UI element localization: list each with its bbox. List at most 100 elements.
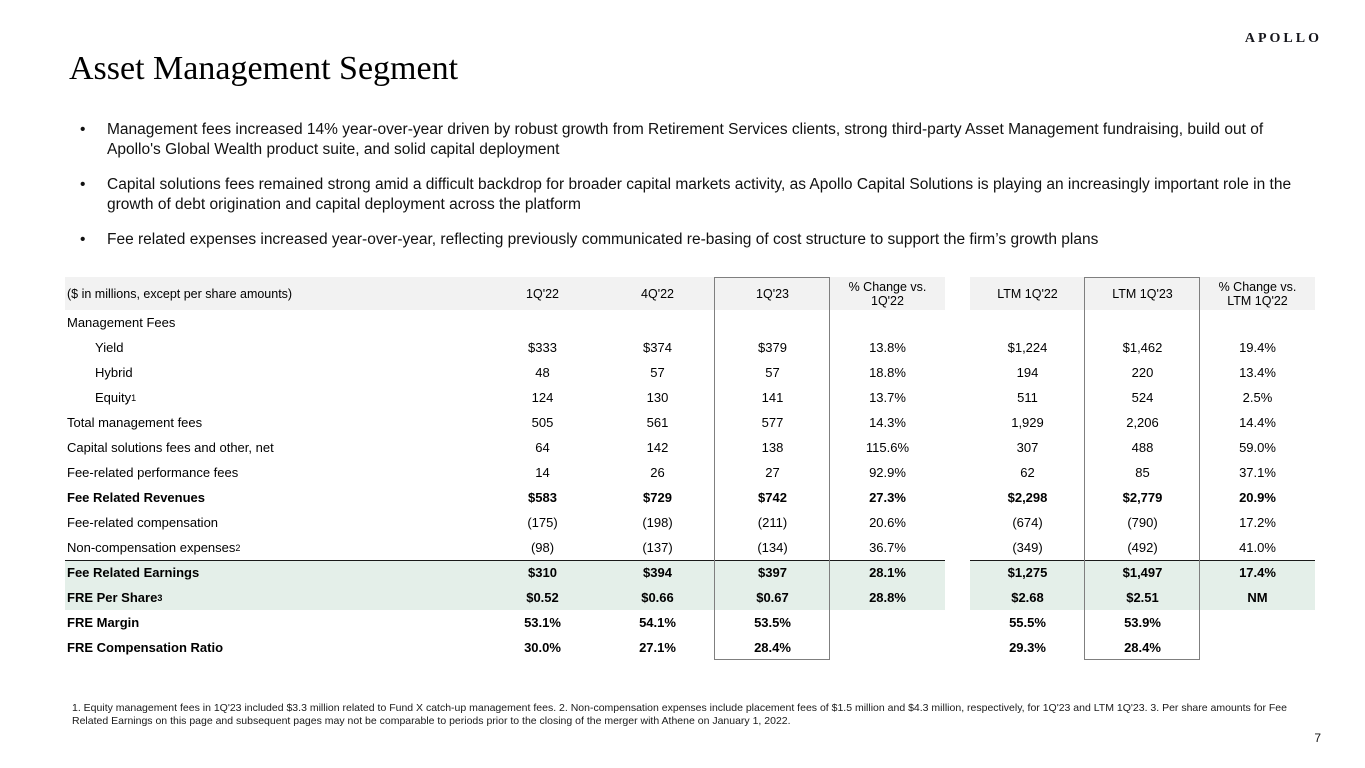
row-value: (492) [1127, 539, 1158, 555]
row-value: 48 [535, 364, 550, 380]
row-label: FRE Compensation Ratio [67, 639, 224, 655]
row-value: 28.8% [830, 585, 945, 610]
company-logo: APOLLO [1244, 31, 1322, 46]
row-value: $2,779 [1122, 489, 1163, 505]
row-value: $583 [528, 489, 557, 505]
table-row: Fee-related compensation (175) (198) (211) 2… [65, 510, 1315, 535]
row-value: $2.68 [970, 585, 1085, 610]
row-value: 505 [531, 414, 554, 430]
row-value: 55.5% [1009, 614, 1046, 630]
row-value: $2.51 [1085, 585, 1200, 610]
row-value: $333 [528, 339, 557, 355]
row-value: 59.0% [1239, 439, 1276, 455]
column-gap [945, 310, 970, 335]
table-row: FRE Compensation Ratio 30.0% 27.1% 28.4% 29.… [65, 635, 1315, 660]
column-gap [945, 635, 970, 660]
row-value: 14.3% [869, 414, 906, 430]
table-row: Capital solutions fees and other, net 64 1… [65, 435, 1315, 460]
row-value: $0.67 [715, 585, 830, 610]
row-value: $1,224 [1007, 339, 1048, 355]
row-label: Yield [95, 339, 124, 355]
page-title: Asset Management Segment [69, 50, 459, 87]
table-row: Non-compensation expenses 2 (98) (137) (134)… [65, 535, 1315, 560]
row-value [830, 610, 945, 635]
row-value: 19.4% [1239, 339, 1276, 355]
row-value [715, 310, 830, 335]
row-value: 85 [1135, 464, 1150, 480]
row-value: 130 [646, 389, 669, 405]
bullet-item: Fee related expenses increased year-over… [78, 230, 1303, 250]
row-value: 28.4% [754, 639, 791, 655]
row-value: $742 [758, 489, 787, 505]
table-row: Equity 1 124 130 141 13.7% 511 524 2.5% [65, 385, 1315, 410]
row-value: $397 [715, 560, 830, 585]
row-value: 141 [761, 389, 784, 405]
page-number: 7 [1314, 731, 1321, 745]
row-value: $729 [643, 489, 672, 505]
row-value [1200, 310, 1315, 335]
row-value [1200, 635, 1315, 660]
row-value: 20.6% [869, 514, 906, 530]
row-value: 26 [650, 464, 665, 480]
column-gap [945, 610, 970, 635]
row-value: 53.9% [1124, 614, 1161, 630]
column-gap [945, 385, 970, 410]
column-header: 4Q'22 [600, 277, 715, 310]
row-value: (98) [530, 539, 555, 555]
table-row: Hybrid 48 57 57 18.8% 194 220 13.4% [65, 360, 1315, 385]
row-value: 30.0% [524, 639, 561, 655]
row-value: (175) [527, 514, 558, 530]
column-header: % Change vs. LTM 1Q'22 [1200, 277, 1315, 310]
row-value: $394 [600, 560, 715, 585]
row-label: Capital solutions fees and other, net [67, 439, 274, 455]
row-value: 18.8% [869, 364, 906, 380]
row-value: 54.1% [639, 614, 676, 630]
table-row: Fee Related Earnings $310 $394 $397 28.1% $1,… [65, 560, 1315, 585]
column-gap [945, 585, 970, 610]
row-label: Fee Related Earnings [65, 560, 485, 585]
row-value: $374 [643, 339, 672, 355]
table-row: Total management fees 505 561 577 14.3% 1,929… [65, 410, 1315, 435]
row-value [1200, 610, 1315, 635]
row-value: 53.1% [524, 614, 561, 630]
row-value: (674) [1012, 514, 1043, 530]
row-value: 1,929 [1011, 414, 1044, 430]
row-value: 13.7% [869, 389, 906, 405]
row-value: $1,462 [1122, 339, 1163, 355]
row-value: 17.4% [1200, 560, 1315, 585]
row-label: Non-compensation expenses 2 [67, 539, 241, 555]
row-value: 17.2% [1239, 514, 1276, 530]
table-row: FRE Per Share 3 $0.52 $0.66 $0.67 28.8% $2.68 $… [65, 585, 1315, 610]
financial-table: ($ in millions, except per share amounts… [65, 277, 1315, 660]
bullet-item: Capital solutions fees remained strong a… [78, 175, 1303, 215]
column-gap [945, 560, 970, 585]
column-header: 1Q'23 [715, 277, 830, 310]
row-value: 511 [1017, 389, 1038, 405]
row-value: 194 [1016, 364, 1039, 380]
row-value: 36.7% [869, 539, 906, 555]
row-value: $310 [485, 560, 600, 585]
column-gap [945, 510, 970, 535]
table-note: ($ in millions, except per share amounts… [65, 277, 485, 310]
column-gap [945, 435, 970, 460]
table-row: Fee-related performance fees 14 26 27 92.9% 6… [65, 460, 1315, 485]
row-value: $2,298 [1007, 489, 1048, 505]
row-value: $1,275 [970, 560, 1085, 585]
row-value: 27 [765, 464, 780, 480]
row-value: 41.0% [1239, 539, 1276, 555]
row-value: 14.4% [1239, 414, 1276, 430]
row-value: 62 [1020, 464, 1035, 480]
row-value: (349) [1012, 539, 1043, 555]
bullet-item: Management fees increased 14% year-over-… [78, 120, 1303, 160]
row-value: 2,206 [1126, 414, 1159, 430]
row-value: 220 [1131, 364, 1154, 380]
row-label: Management Fees [67, 314, 176, 330]
column-gap [945, 535, 970, 560]
row-label: Hybrid [95, 364, 133, 380]
column-gap [945, 277, 970, 310]
row-value: 138 [761, 439, 784, 455]
row-value: 13.8% [869, 339, 906, 355]
row-value: $0.66 [600, 585, 715, 610]
row-value: (137) [642, 539, 673, 555]
row-value: 20.9% [1239, 489, 1276, 505]
